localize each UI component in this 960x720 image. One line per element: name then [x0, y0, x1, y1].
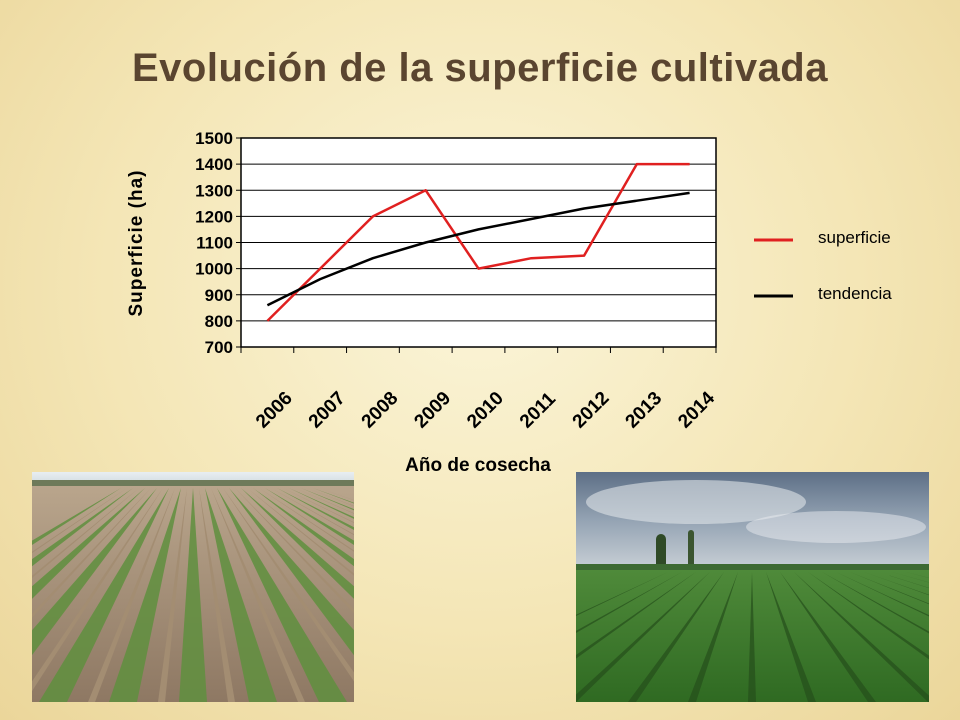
y-tick-label: 1100 [196, 234, 233, 253]
y-tick-label: 900 [205, 286, 233, 305]
x-tick-label: 2008 [358, 388, 403, 433]
series-line-superficie [266, 162, 690, 322]
y-tick-label: 1200 [195, 207, 233, 226]
field-photo-right [576, 472, 929, 702]
x-tick-label: 2007 [305, 388, 350, 433]
field-photo-left [32, 472, 354, 702]
x-tick-label: 2010 [463, 388, 508, 433]
x-tick-label: 2012 [569, 388, 614, 433]
y-axis-title: Superficie (ha) [126, 170, 147, 317]
x-tick-label: 2013 [622, 388, 667, 433]
y-tick-label: 1300 [195, 181, 233, 200]
legend-label-superficie: superficie [818, 228, 891, 247]
slide-title: Evolución de la superficie cultivada [132, 46, 828, 90]
x-tick-label: 2011 [516, 388, 560, 432]
legend-label-tendencia: tendencia [818, 284, 892, 303]
x-tick-label: 2009 [410, 388, 455, 433]
y-tick-label: 1500 [195, 129, 233, 148]
x-axis-title: Año de cosecha [405, 455, 551, 476]
series-line-tendencia [266, 191, 690, 307]
y-tick-label: 1000 [195, 260, 233, 279]
y-tick-label: 700 [205, 338, 233, 357]
y-tick-label: 800 [205, 312, 233, 331]
y-tick-label: 1400 [195, 155, 233, 174]
x-tick-label: 2014 [674, 387, 719, 432]
x-tick-label: 2006 [252, 388, 297, 433]
